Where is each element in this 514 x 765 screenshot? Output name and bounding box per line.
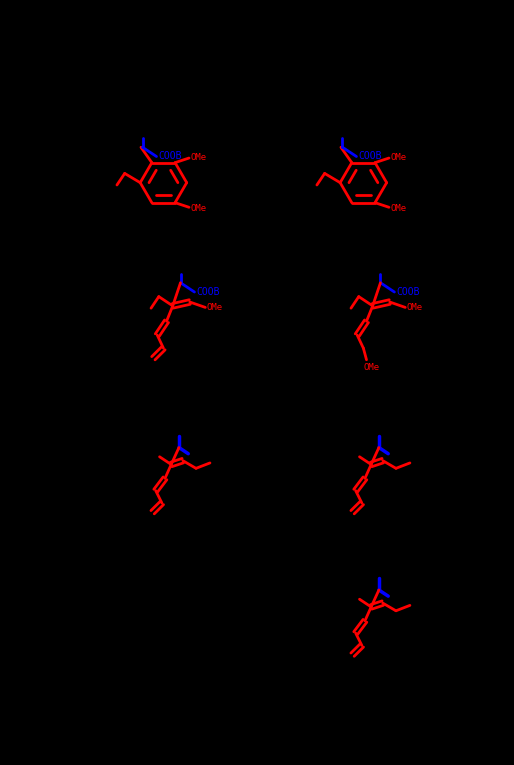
Text: OMe: OMe	[191, 153, 207, 161]
Text: OMe: OMe	[363, 363, 379, 372]
Text: OMe: OMe	[191, 203, 207, 213]
Text: OMe: OMe	[207, 303, 223, 312]
Text: COOB: COOB	[196, 287, 219, 297]
Text: OMe: OMe	[407, 303, 423, 312]
Text: OMe: OMe	[391, 153, 407, 161]
Text: COOB: COOB	[158, 151, 181, 161]
Text: COOB: COOB	[396, 287, 419, 297]
Text: COOB: COOB	[358, 151, 381, 161]
Text: OMe: OMe	[391, 203, 407, 213]
